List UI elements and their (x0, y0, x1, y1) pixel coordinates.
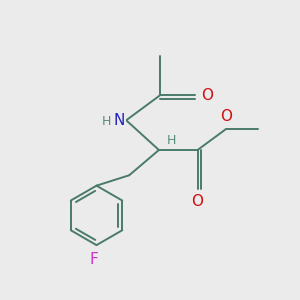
Text: O: O (201, 88, 213, 103)
Text: N: N (113, 113, 124, 128)
Text: O: O (220, 109, 232, 124)
Text: F: F (89, 253, 98, 268)
Text: H: H (101, 115, 111, 128)
Text: H: H (167, 134, 176, 147)
Text: O: O (192, 194, 204, 208)
